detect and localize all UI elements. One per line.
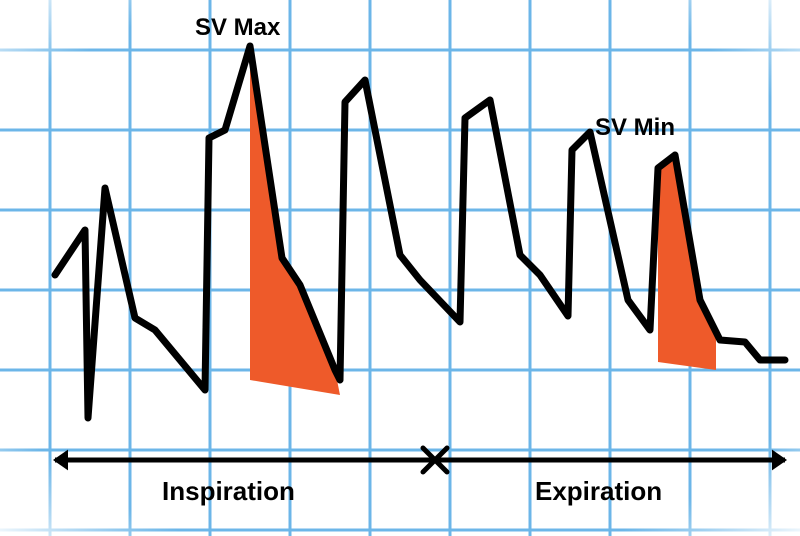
label-inspiration: Inspiration <box>162 476 295 507</box>
label-sv-max: SV Max <box>195 14 280 42</box>
label-sv-min: SV Min <box>595 114 675 142</box>
diagram-svg <box>0 0 800 536</box>
diagram-stage: SV Max SV Min Inspiration Expiration <box>0 0 800 536</box>
label-expiration: Expiration <box>535 476 662 507</box>
